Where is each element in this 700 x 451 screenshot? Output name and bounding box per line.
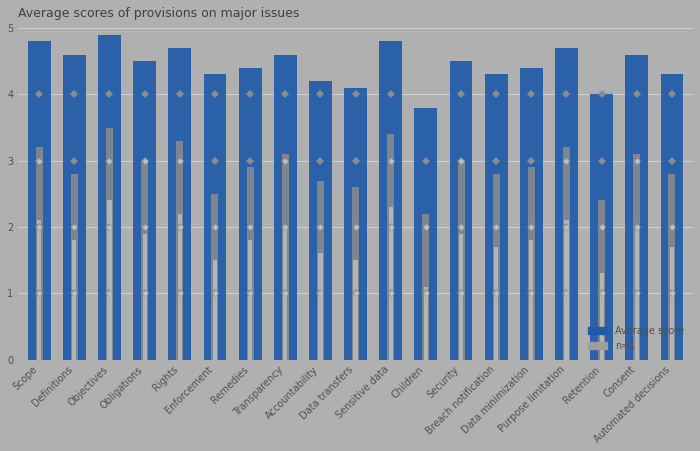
Bar (178, 214, 182, 359)
Bar (661, 74, 683, 359)
Bar (354, 260, 358, 359)
Bar (239, 68, 262, 359)
Bar (28, 41, 50, 359)
Bar (176, 141, 183, 359)
Bar (352, 187, 359, 359)
Bar (283, 227, 288, 359)
Bar (168, 48, 191, 359)
Bar (598, 200, 606, 359)
Bar (204, 74, 226, 359)
Bar (485, 74, 508, 359)
Bar (590, 94, 613, 359)
Bar (107, 200, 111, 359)
Bar (670, 247, 674, 359)
Bar (520, 68, 542, 359)
Bar (564, 221, 568, 359)
Bar (459, 234, 463, 359)
Bar (599, 273, 604, 359)
Bar (213, 260, 217, 359)
Bar (414, 108, 438, 359)
Bar (449, 61, 473, 359)
Bar (625, 55, 648, 359)
Bar (668, 174, 676, 359)
Bar (37, 221, 41, 359)
Bar (634, 154, 640, 359)
Bar (133, 61, 156, 359)
Bar (98, 35, 121, 359)
Bar (424, 287, 428, 359)
Legend: Average score, n=1: Average score, n=1 (584, 322, 688, 354)
Bar (63, 55, 85, 359)
Bar (141, 161, 148, 359)
Bar (422, 214, 429, 359)
Bar (635, 227, 639, 359)
Bar (379, 41, 402, 359)
Bar (318, 253, 323, 359)
Bar (344, 88, 367, 359)
Bar (458, 161, 465, 359)
Bar (555, 48, 578, 359)
Bar (274, 55, 297, 359)
Bar (281, 154, 289, 359)
Bar (563, 147, 570, 359)
Bar (309, 81, 332, 359)
Bar (246, 167, 253, 359)
Bar (493, 174, 500, 359)
Bar (317, 180, 324, 359)
Bar (71, 174, 78, 359)
Bar (211, 194, 218, 359)
Bar (529, 240, 533, 359)
Bar (494, 247, 498, 359)
Bar (143, 234, 147, 359)
Bar (106, 128, 113, 359)
Bar (72, 240, 76, 359)
Bar (36, 147, 43, 359)
Bar (387, 134, 394, 359)
Bar (248, 240, 252, 359)
Bar (528, 167, 535, 359)
Bar (389, 207, 393, 359)
Text: Average scores of provisions on major issues: Average scores of provisions on major is… (18, 7, 300, 20)
